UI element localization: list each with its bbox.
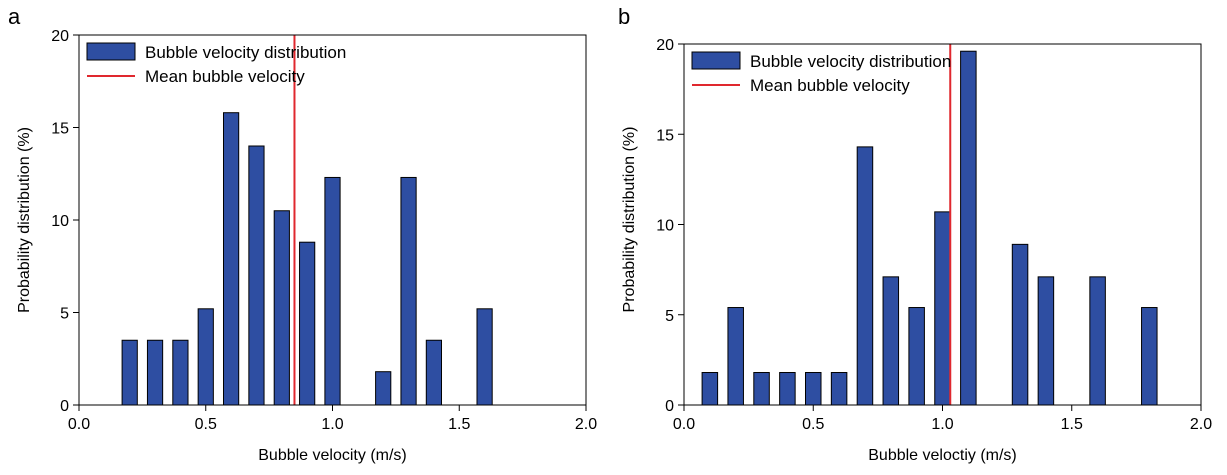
y-tick-label: 0 (60, 398, 69, 415)
x-tick-label: 1.5 (448, 416, 470, 433)
legend-label: Bubble velocity distribution (145, 43, 346, 62)
bar (779, 372, 796, 406)
panel-letter: a (8, 4, 21, 29)
bar (701, 372, 719, 406)
legend-swatch-bar (691, 51, 741, 70)
bar (400, 176, 417, 406)
bar (197, 308, 214, 406)
x-tick-label: 1.0 (931, 416, 953, 433)
y-axis-label: Probability distribution (%) (621, 127, 638, 313)
y-tick-label: 15 (656, 127, 674, 144)
legend: Bubble velocity distribution Mean bubble … (86, 42, 346, 86)
x-tick-label: 2.0 (1190, 416, 1212, 433)
legend-swatch-bar (86, 42, 136, 61)
bar (324, 176, 341, 406)
y-axis-label: Probability distribution (%) (16, 127, 33, 313)
panel-letter: b (618, 4, 630, 29)
y-tick-label: 10 (656, 218, 674, 235)
bar (908, 307, 925, 406)
x-tick-label: 0.5 (195, 416, 217, 433)
bar (934, 211, 951, 406)
x-tick-label: 0.0 (68, 416, 90, 433)
bar (1089, 276, 1106, 406)
chart-panel-a: a 0.0 0.5 1.0 1.5 2.0 0 5 10 15 20 Bubble velocity … (8, 4, 597, 464)
y-tick-label: 10 (51, 213, 69, 230)
y-tick-label: 5 (665, 308, 674, 325)
bar (476, 308, 493, 406)
legend-label: Bubble velocity distribution (750, 52, 951, 71)
y-tick-label: 15 (51, 121, 69, 138)
x-axis-label: Bubble velocity (m/s) (258, 447, 407, 464)
bar (727, 307, 744, 406)
bar (1141, 307, 1158, 406)
x-axis-label: Bubble veloctiy (m/s) (868, 447, 1017, 464)
bar (425, 339, 443, 406)
bar (830, 372, 848, 406)
bar (753, 372, 770, 406)
x-tick-label: 0.5 (802, 416, 824, 433)
bar (222, 112, 240, 406)
bar (960, 50, 977, 406)
y-tick-label: 20 (51, 28, 69, 45)
bar (375, 371, 392, 406)
bar (856, 146, 874, 406)
bar (1037, 276, 1055, 406)
legend-label: Mean bubble velocity (750, 76, 910, 95)
y-tick-label: 5 (60, 306, 69, 323)
bar (804, 372, 822, 406)
x-tick-label: 1.5 (1061, 416, 1083, 433)
bar (146, 339, 164, 406)
bar (299, 241, 316, 406)
bar (172, 339, 189, 406)
y-tick-label: 20 (656, 37, 674, 54)
chart-panel-b: b 0.0 0.5 1.0 1.5 2.0 0 5 10 15 20 Bubble veloctiy … (618, 4, 1212, 464)
bar (248, 145, 265, 406)
x-tick-label: 0.0 (673, 416, 695, 433)
y-tick-label: 0 (665, 398, 674, 415)
x-tick-label: 1.0 (321, 416, 343, 433)
bar (273, 210, 290, 406)
legend-label: Mean bubble velocity (145, 67, 305, 86)
bar (1011, 243, 1029, 406)
bar (882, 276, 900, 406)
legend: Bubble velocity distribution Mean bubble … (691, 51, 951, 95)
bar (121, 339, 138, 406)
x-tick-label: 2.0 (575, 416, 597, 433)
